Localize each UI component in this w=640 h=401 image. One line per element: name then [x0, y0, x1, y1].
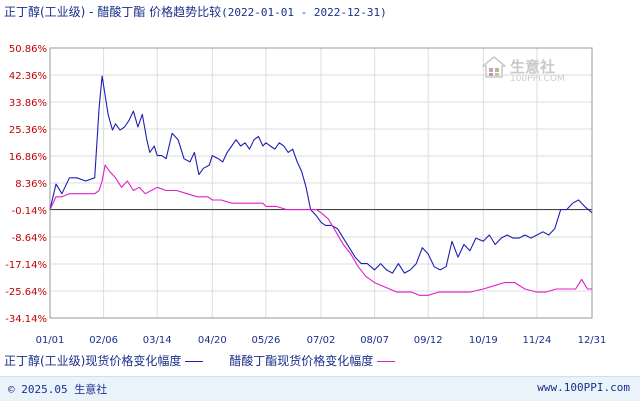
footer-copyright: © 2025.05 生意社: [8, 383, 108, 396]
chart-title-range: (2022-01-01 - 2022-12-31): [221, 6, 387, 19]
chart-legend: 正丁醇(工业级)现货价格变化幅度 醋酸丁酯现货价格变化幅度: [4, 352, 417, 369]
watermark-sub: 100PPI.COM: [510, 74, 565, 84]
y-tick-label: 25.36%: [9, 125, 47, 136]
x-tick-label: 04/20: [198, 335, 227, 346]
x-tick-label: 07/02: [307, 335, 336, 346]
y-tick-label: 33.86%: [9, 98, 47, 109]
y-tick-label: -0.14%: [12, 206, 47, 217]
series-line-butanol: [49, 75, 593, 274]
legend-line-butyl-acetate: [377, 361, 396, 362]
y-tick-label: 50.86%: [9, 44, 47, 55]
x-tick-label: 12/31: [578, 335, 607, 346]
watermark-text: 生意社: [510, 58, 556, 76]
y-tick-label: -17.14%: [5, 260, 47, 271]
x-tick-label: 09/12: [414, 335, 443, 346]
plot-border: [49, 47, 593, 319]
x-tick-label: 02/06: [89, 335, 118, 346]
legend-label-butanol: 正丁醇(工业级)现货价格变化幅度: [4, 354, 182, 368]
x-tick-label: 10/19: [469, 335, 498, 346]
watermark-logo-icon: [482, 56, 506, 78]
y-tick-label: 16.86%: [9, 152, 47, 163]
chart-title: 正丁醇(工业级) - 醋酸丁酯 价格趋势比较(2022-01-01 - 2022…: [4, 3, 387, 20]
series-line-butyl-acetate: [49, 164, 592, 296]
y-tick-label: -8.64%: [12, 233, 47, 244]
chart-title-main: 正丁醇(工业级) - 醋酸丁酯 价格趋势比较: [4, 5, 222, 19]
y-tick-label: -25.64%: [5, 287, 47, 298]
y-tick-label: 42.36%: [9, 71, 47, 82]
legend-line-butanol: [185, 361, 204, 362]
x-tick-label: 08/07: [360, 335, 389, 346]
x-tick-label: 01/01: [36, 335, 65, 346]
y-tick-label: 8.36%: [15, 179, 47, 190]
footer-bar: © 2025.05 生意社 www.100PPI.com: [0, 376, 640, 401]
footer-site-link[interactable]: www.100PPI.com: [537, 381, 630, 394]
x-tick-label: 11/24: [522, 335, 551, 346]
x-tick-label: 05/26: [251, 335, 280, 346]
y-tick-label: -34.14%: [5, 314, 47, 325]
legend-label-butyl-acetate: 醋酸丁酯现货价格变化幅度: [229, 354, 374, 368]
x-tick-label: 03/14: [143, 335, 172, 346]
